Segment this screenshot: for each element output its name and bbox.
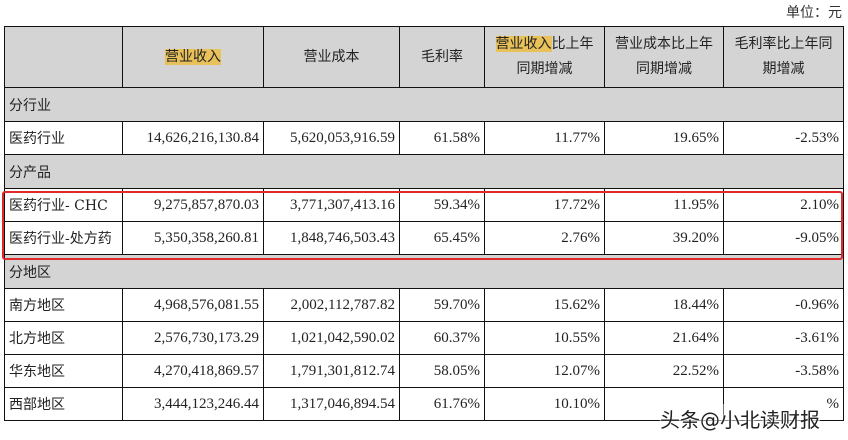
margin-yoy-cell: -2.53% [723,121,844,155]
table-row: 华东地区 4,270,418,869.57 1,791,301,812.74 58.0… [4,354,844,388]
gross-margin-cell: 61.58% [399,121,485,155]
row-label: 北方地区 [4,321,123,355]
row-label: 西部地区 [4,387,123,421]
section-header-row: 分行业 [4,87,844,122]
row-label: 华东地区 [4,354,123,388]
revenue-cell: 4,968,576,081.55 [122,288,264,322]
cost-yoy-cell: 21.64% [604,321,724,355]
section-title: 分地区 [4,254,844,289]
header-cost-yoy: 营业成本比上年同期增减 [604,26,724,88]
margin-yoy-cell: -0.96% [723,288,844,322]
row-label: 医药行业- CHC [4,188,123,222]
cost-cell: 1,021,042,590.02 [263,321,400,355]
row-label: 医药行业 [4,121,123,155]
cost-yoy-cell [604,387,724,421]
section-header-row: 分地区 [4,254,844,289]
gross-margin-cell: 61.76% [399,387,485,421]
header-margin-yoy: 毛利率比上年同期增减 [723,26,844,88]
table-row: 医药行业-处方药 5,350,358,260.81 1,848,746,503.43… [4,221,844,255]
row-label: 南方地区 [4,288,123,322]
cost-cell: 2,002,112,787.82 [263,288,400,322]
table-row: 西部地区 3,444,123,246.44 1,317,046,894.54 61.7… [4,387,844,421]
table-row: 医药行业 14,626,216,130.84 5,620,053,916.59 61.… [4,121,844,155]
cost-cell: 1,848,746,503.43 [263,221,400,255]
header-cost: 营业成本 [263,26,400,88]
revenue-cell: 3,444,123,246.44 [122,387,264,421]
revenue-yoy-cell: 10.55% [484,321,605,355]
margin-yoy-cell: % [723,387,844,421]
revenue-yoy-cell: 11.77% [484,121,605,155]
gross-margin-cell: 65.45% [399,221,485,255]
revenue-cell: 4,270,418,869.57 [122,354,264,388]
header-revenue-yoy: 营业收入比上年同期增减 [484,26,605,88]
margin-yoy-cell: -3.61% [723,321,844,355]
gross-margin-cell: 60.37% [399,321,485,355]
header-revenue-yoy-hl: 营业收入 [495,36,552,52]
table-row: 北方地区 2,576,730,173.29 1,021,042,590.02 60.3… [4,321,844,355]
header-row: 营业收入 营业成本 毛利率 营业收入比上年同期增减 营业成本比上年同期增减 毛利… [4,26,844,88]
revenue-yoy-cell: 17.72% [484,188,605,222]
unit-label: 单位：元 [786,5,842,21]
cost-cell: 5,620,053,916.59 [263,121,400,155]
cost-yoy-cell: 11.95% [604,188,724,222]
table-row: 南方地区 4,968,576,081.55 2,002,112,787.82 59.7… [4,288,844,322]
revenue-breakdown-table: 营业收入 营业成本 毛利率 营业收入比上年同期增减 营业成本比上年同期增减 毛利… [4,26,844,421]
margin-yoy-cell: -3.58% [723,354,844,388]
section-title: 分产品 [4,154,844,189]
row-label: 医药行业-处方药 [4,221,123,255]
margin-yoy-cell: 2.10% [723,188,844,222]
cost-yoy-cell: 19.65% [604,121,724,155]
revenue-yoy-cell: 12.07% [484,354,605,388]
cost-yoy-cell: 22.52% [604,354,724,388]
cost-yoy-cell: 39.20% [604,221,724,255]
cost-yoy-cell: 18.44% [604,288,724,322]
revenue-cell: 2,576,730,173.29 [122,321,264,355]
revenue-yoy-cell: 2.76% [484,221,605,255]
header-revenue: 营业收入 [122,26,264,88]
section-header-row: 分产品 [4,154,844,189]
margin-yoy-cell: -9.05% [723,221,844,255]
cost-cell: 1,791,301,812.74 [263,354,400,388]
watermark: 头条@小北读财报 [660,404,820,433]
section-title: 分行业 [4,87,844,122]
gross-margin-cell: 58.05% [399,354,485,388]
revenue-cell: 5,350,358,260.81 [122,221,264,255]
cost-cell: 3,771,307,413.16 [263,188,400,222]
revenue-cell: 9,275,857,870.03 [122,188,264,222]
header-blank [4,26,123,88]
revenue-cell: 14,626,216,130.84 [122,121,264,155]
cost-cell: 1,317,046,894.54 [263,387,400,421]
gross-margin-cell: 59.70% [399,288,485,322]
header-revenue-text: 营业收入 [165,48,221,65]
header-revenue-yoy-rest: 比上年同期增减 [516,36,594,77]
revenue-yoy-cell: 15.62% [484,288,605,322]
table-row: 医药行业- CHC 9,275,857,870.03 3,771,307,413.1… [4,188,844,222]
header-gross-margin: 毛利率 [399,26,485,88]
revenue-yoy-cell: 10.10% [484,387,605,421]
gross-margin-cell: 59.34% [399,188,485,222]
